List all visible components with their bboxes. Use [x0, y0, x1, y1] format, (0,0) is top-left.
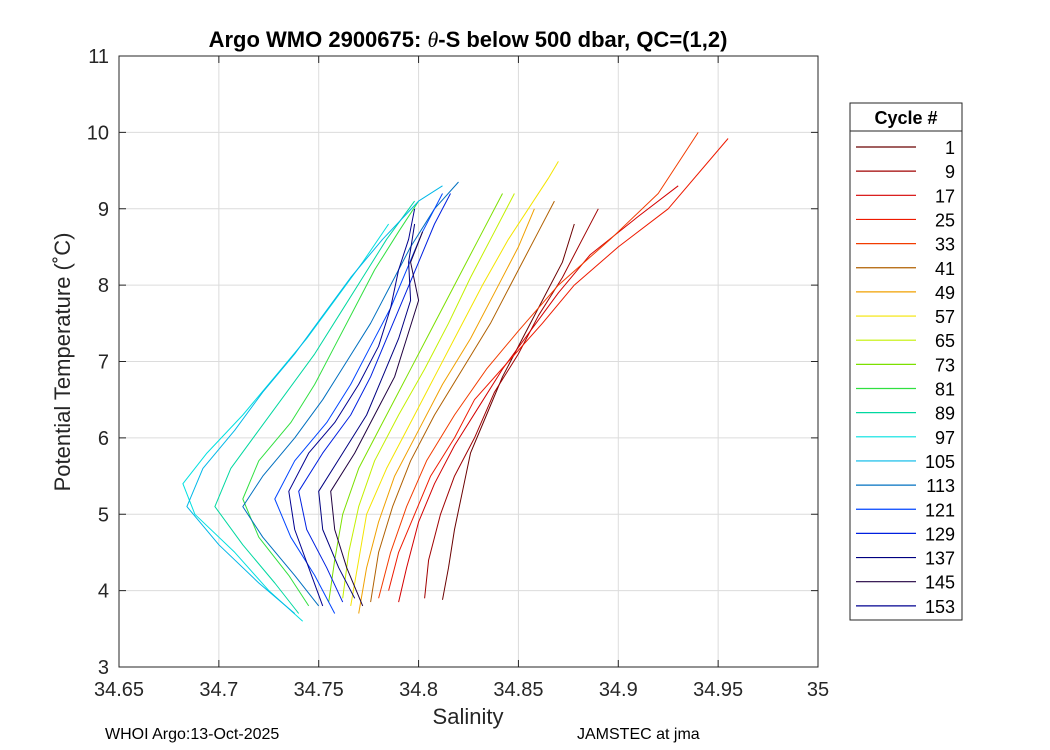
y-axis: 3 4 5 6 7 8 9 10 11 — [87, 46, 818, 679]
series-line-cycle-105 — [186, 185, 443, 614]
legend-label-17: 17 — [935, 186, 955, 206]
series-line-cycle-33 — [378, 132, 699, 599]
series-line-cycle-121 — [274, 193, 443, 614]
legend-label-25: 25 — [935, 210, 955, 230]
footer-credit: JAMSTEC at jma — [577, 726, 700, 743]
legend-label-73: 73 — [935, 355, 955, 375]
x-axis-label: Salinity — [433, 704, 504, 729]
y-tick-label: 3 — [98, 657, 109, 679]
legend-label-81: 81 — [935, 380, 955, 400]
legend-label-89: 89 — [935, 404, 955, 424]
legend-label-41: 41 — [935, 259, 955, 279]
x-tick-label: 34.7 — [199, 679, 238, 701]
legend-label-137: 137 — [925, 549, 955, 569]
y-tick-label: 10 — [87, 122, 109, 144]
series-line-cycle-137 — [318, 223, 416, 599]
series-line-cycle-1 — [442, 223, 575, 600]
footer-source: WHOI Argo:13-Oct-2025 — [105, 726, 280, 743]
legend-label-57: 57 — [935, 307, 955, 327]
legend-label-1: 1 — [945, 138, 955, 158]
y-tick-label: 9 — [98, 199, 109, 221]
legend-label-121: 121 — [925, 500, 955, 520]
chart-title-suffix: -S below 500 dbar, QC=(1,2) — [438, 27, 727, 52]
legend-label-105: 105 — [925, 452, 955, 472]
x-tick-label: 34.95 — [693, 679, 743, 701]
y-tick-label: 6 — [98, 428, 109, 450]
legend-label-65: 65 — [935, 331, 955, 351]
series-line-cycle-129 — [298, 193, 451, 603]
y-tick-label: 8 — [98, 275, 109, 297]
y-tick-label: 4 — [98, 581, 109, 603]
chart-title-prefix: Argo WMO 2900675: — [209, 27, 428, 52]
y-tick-label: 7 — [98, 352, 109, 374]
series-line-cycle-97 — [182, 223, 390, 622]
series-line-cycle-65 — [342, 193, 515, 599]
legend-label-33: 33 — [935, 235, 955, 255]
x-axis: 34.65 34.7 34.75 34.8 34.85 34.9 34.95 35 — [94, 56, 829, 701]
chart-title: Argo WMO 2900675: θ-S below 500 dbar, QC… — [209, 27, 728, 52]
series-layer — [182, 132, 729, 622]
y-tick-label: 11 — [88, 46, 109, 68]
y-tick-label: 5 — [98, 504, 109, 526]
series-line-cycle-25 — [388, 138, 729, 591]
series-line-cycle-89 — [214, 200, 416, 614]
chart-title-theta: θ — [427, 27, 438, 52]
series-line-cycle-49 — [358, 208, 535, 614]
series-line-cycle-153 — [288, 208, 416, 607]
x-tick-label: 35 — [807, 679, 829, 701]
legend-title: Cycle # — [874, 108, 937, 128]
legend-entries: 1 9 17 25 33 41 49 57 65 73 81 89 97 105 113 121 129 137 1… — [856, 138, 955, 617]
series-line-cycle-145 — [330, 231, 424, 607]
legend-label-129: 129 — [925, 524, 955, 544]
series-line-cycle-73 — [328, 193, 503, 603]
x-tick-label: 34.85 — [493, 679, 543, 701]
legend: Cycle # 1 9 17 25 33 41 49 57 65 73 81 89 97 105 113 12… — [849, 102, 963, 621]
legend-label-49: 49 — [935, 283, 955, 303]
legend-label-9: 9 — [945, 162, 955, 182]
x-tick-label: 34.75 — [294, 679, 344, 701]
legend-label-113: 113 — [926, 476, 955, 496]
legend-label-145: 145 — [925, 573, 955, 593]
series-line-cycle-17 — [398, 185, 679, 603]
series-line-cycle-81 — [242, 200, 420, 607]
y-axis-label: Potential Temperature (˚C) — [50, 233, 75, 492]
x-tick-label: 34.65 — [94, 679, 144, 701]
series-line-cycle-41 — [370, 200, 555, 603]
series-line-cycle-9 — [424, 208, 599, 599]
legend-label-153: 153 — [925, 597, 955, 617]
legend-label-97: 97 — [935, 428, 955, 448]
grid-lines — [119, 56, 818, 667]
x-tick-label: 34.8 — [399, 679, 438, 701]
x-tick-label: 34.9 — [599, 679, 638, 701]
series-line-cycle-57 — [350, 161, 559, 606]
